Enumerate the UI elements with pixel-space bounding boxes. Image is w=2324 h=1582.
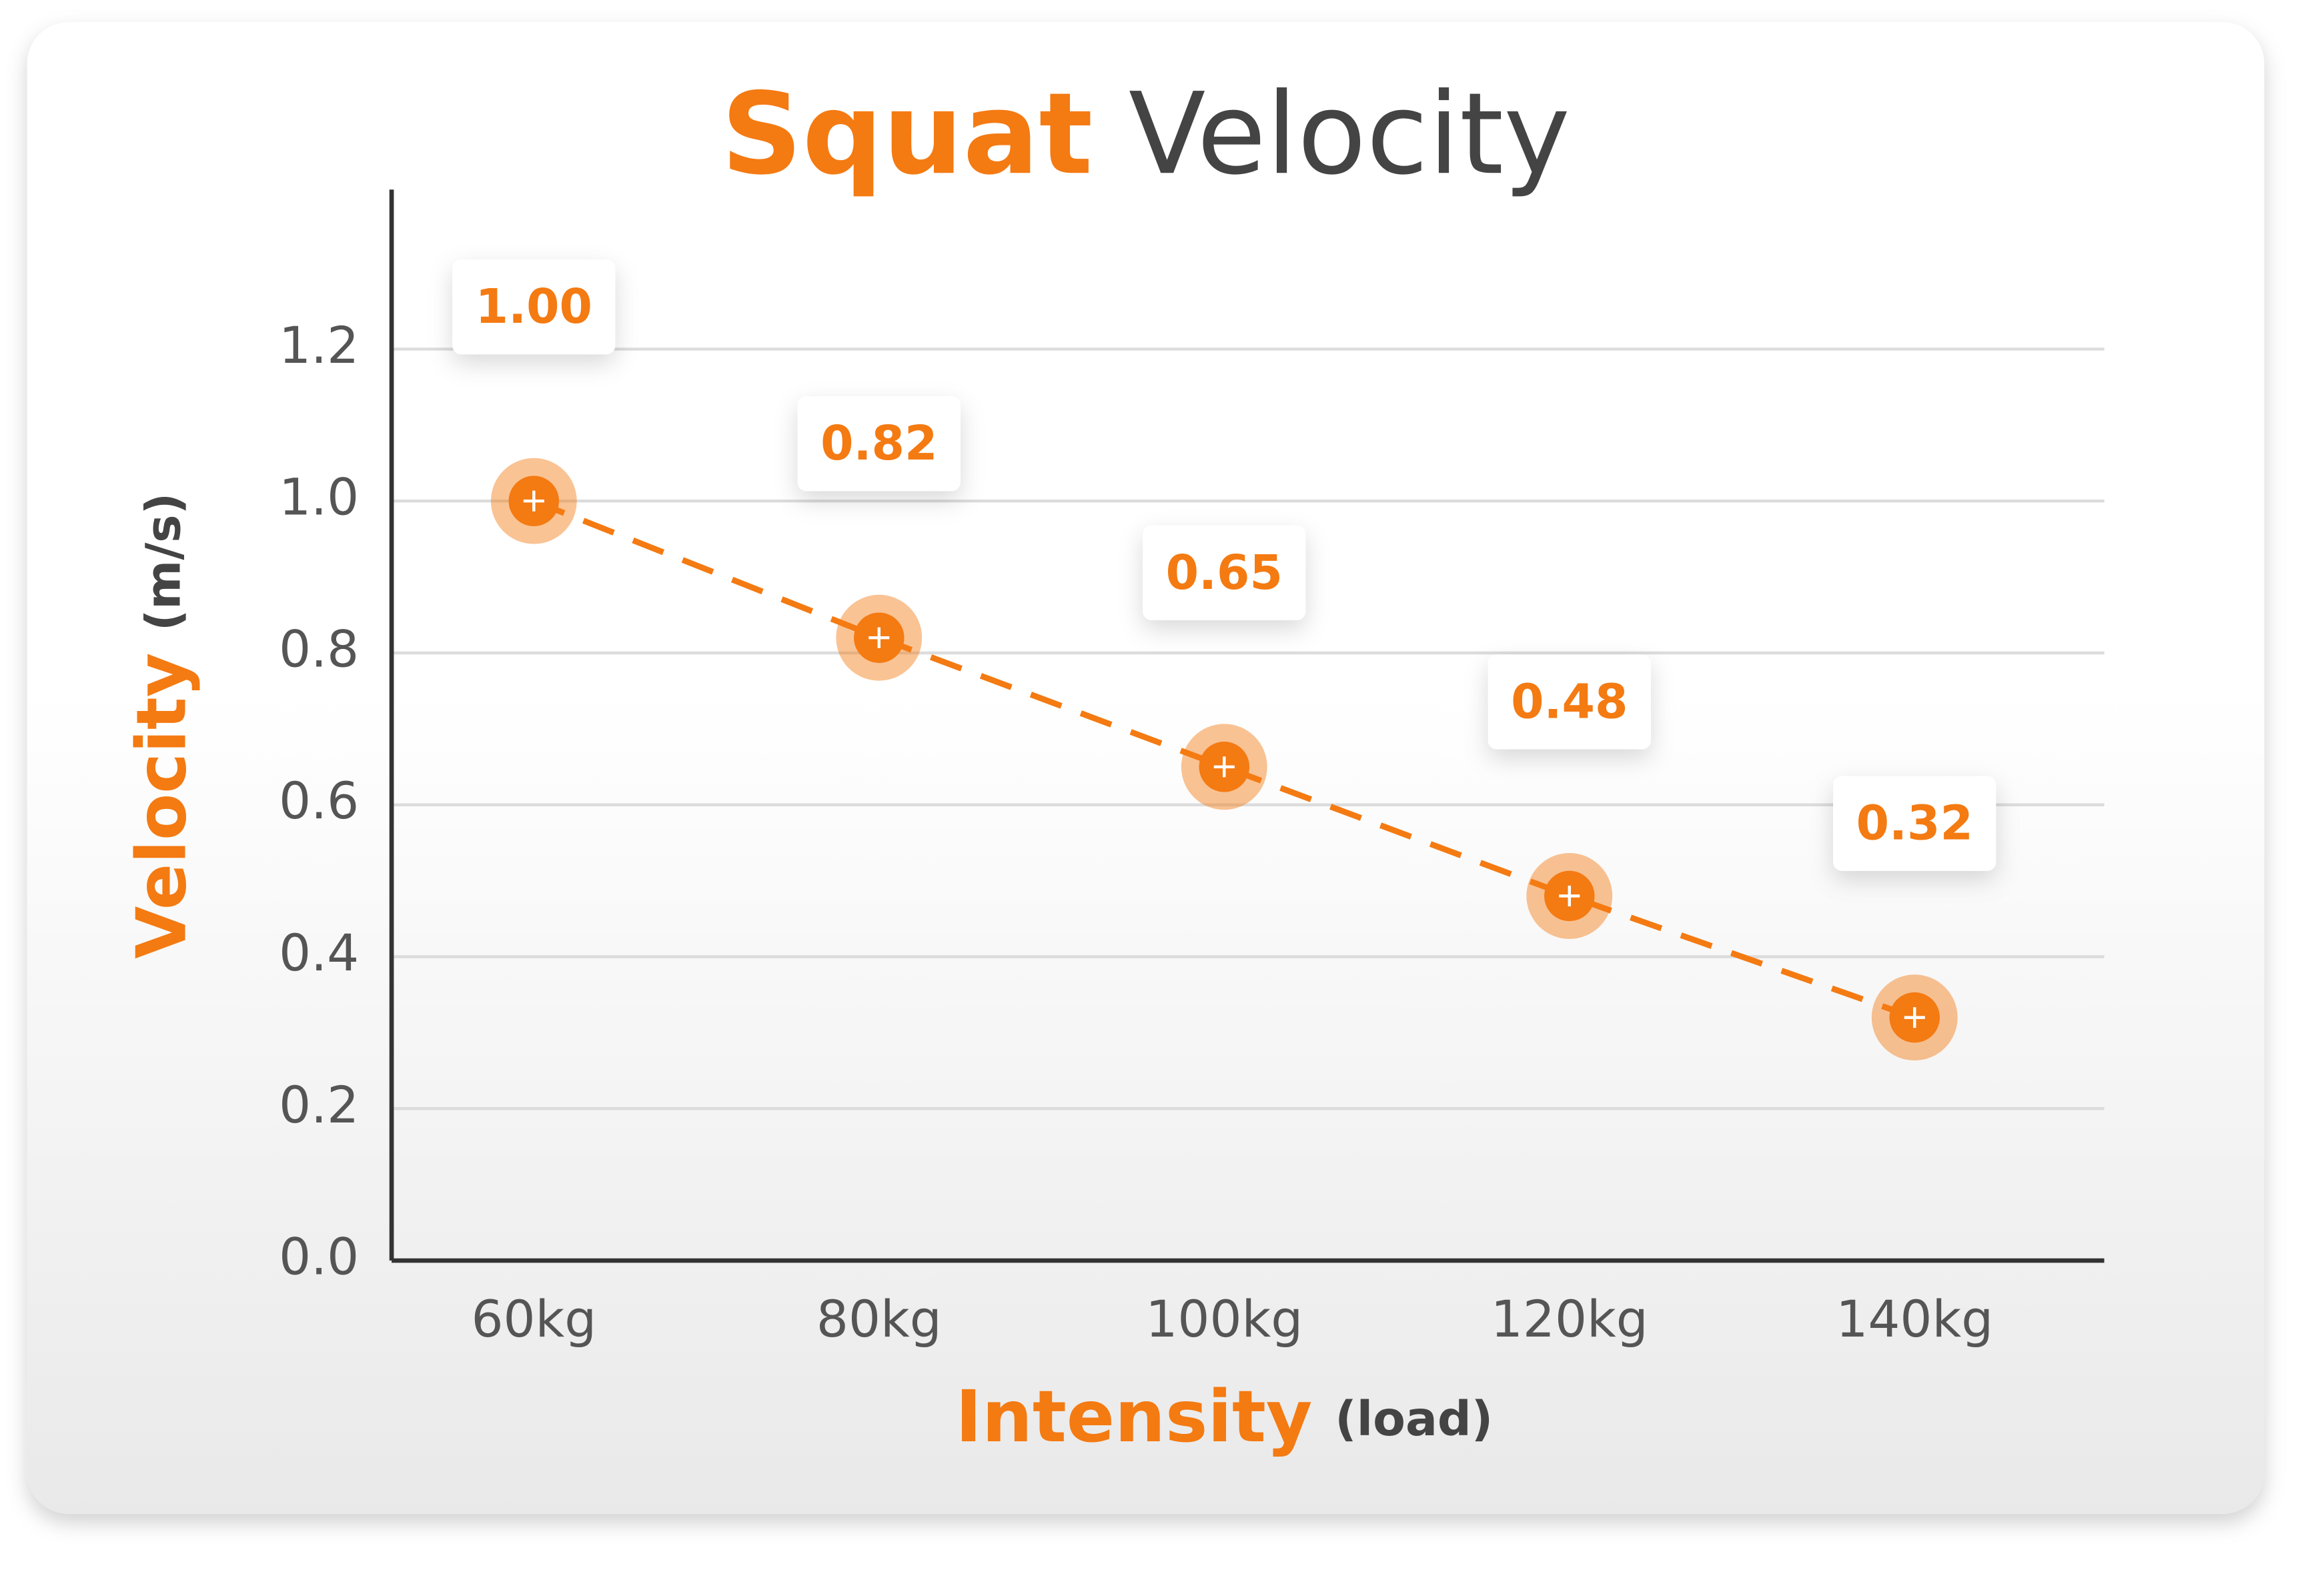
y-label-unit: (m/s) [135,493,191,631]
y-tick-label: 0.2 [279,1076,359,1134]
card [27,22,2265,1514]
data-label: 0.32 [1856,796,1973,851]
title-rest: Velocity [1129,69,1570,200]
x-label-unit: (load) [1335,1391,1493,1447]
data-label: 0.48 [1511,674,1628,729]
y-tick-label: 1.2 [279,316,359,375]
title-highlight: Squat [721,69,1093,200]
x-tick-label: 140kg [1836,1290,1993,1349]
x-axis-label: Intensity (load) [955,1376,1493,1459]
y-tick-label: 0.6 [279,772,359,830]
label-box [797,396,961,492]
trend-line [532,498,1916,1020]
chart-title: Squat Velocity [721,69,1570,200]
point-plus [868,627,890,648]
x-tick-label: 120kg [1491,1290,1648,1349]
data-label: 0.82 [820,416,937,471]
label-box [452,259,616,355]
y-label-text: Velocity [122,653,201,959]
x-tick-label: 100kg [1145,1290,1303,1349]
x-label-text: Intensity [955,1376,1312,1459]
x-tick-label: 80kg [816,1290,942,1349]
y-tick-label: 0.0 [279,1228,359,1287]
point-plus [1213,756,1235,778]
y-tick-label: 0.4 [279,924,359,982]
y-axis-label: Velocity (m/s) [122,493,201,959]
data-label: 1.00 [476,279,592,334]
label-box [1833,776,1996,871]
point-plus [1904,1007,1925,1028]
data-label: 0.65 [1166,545,1283,600]
y-tick-label: 1.0 [279,468,359,527]
label-box [1143,525,1306,620]
point-plus [523,490,544,512]
x-tick-label: 60kg [471,1290,596,1349]
y-tick-label: 0.8 [279,620,359,678]
point-plus [1559,885,1580,906]
label-box [1488,654,1651,750]
